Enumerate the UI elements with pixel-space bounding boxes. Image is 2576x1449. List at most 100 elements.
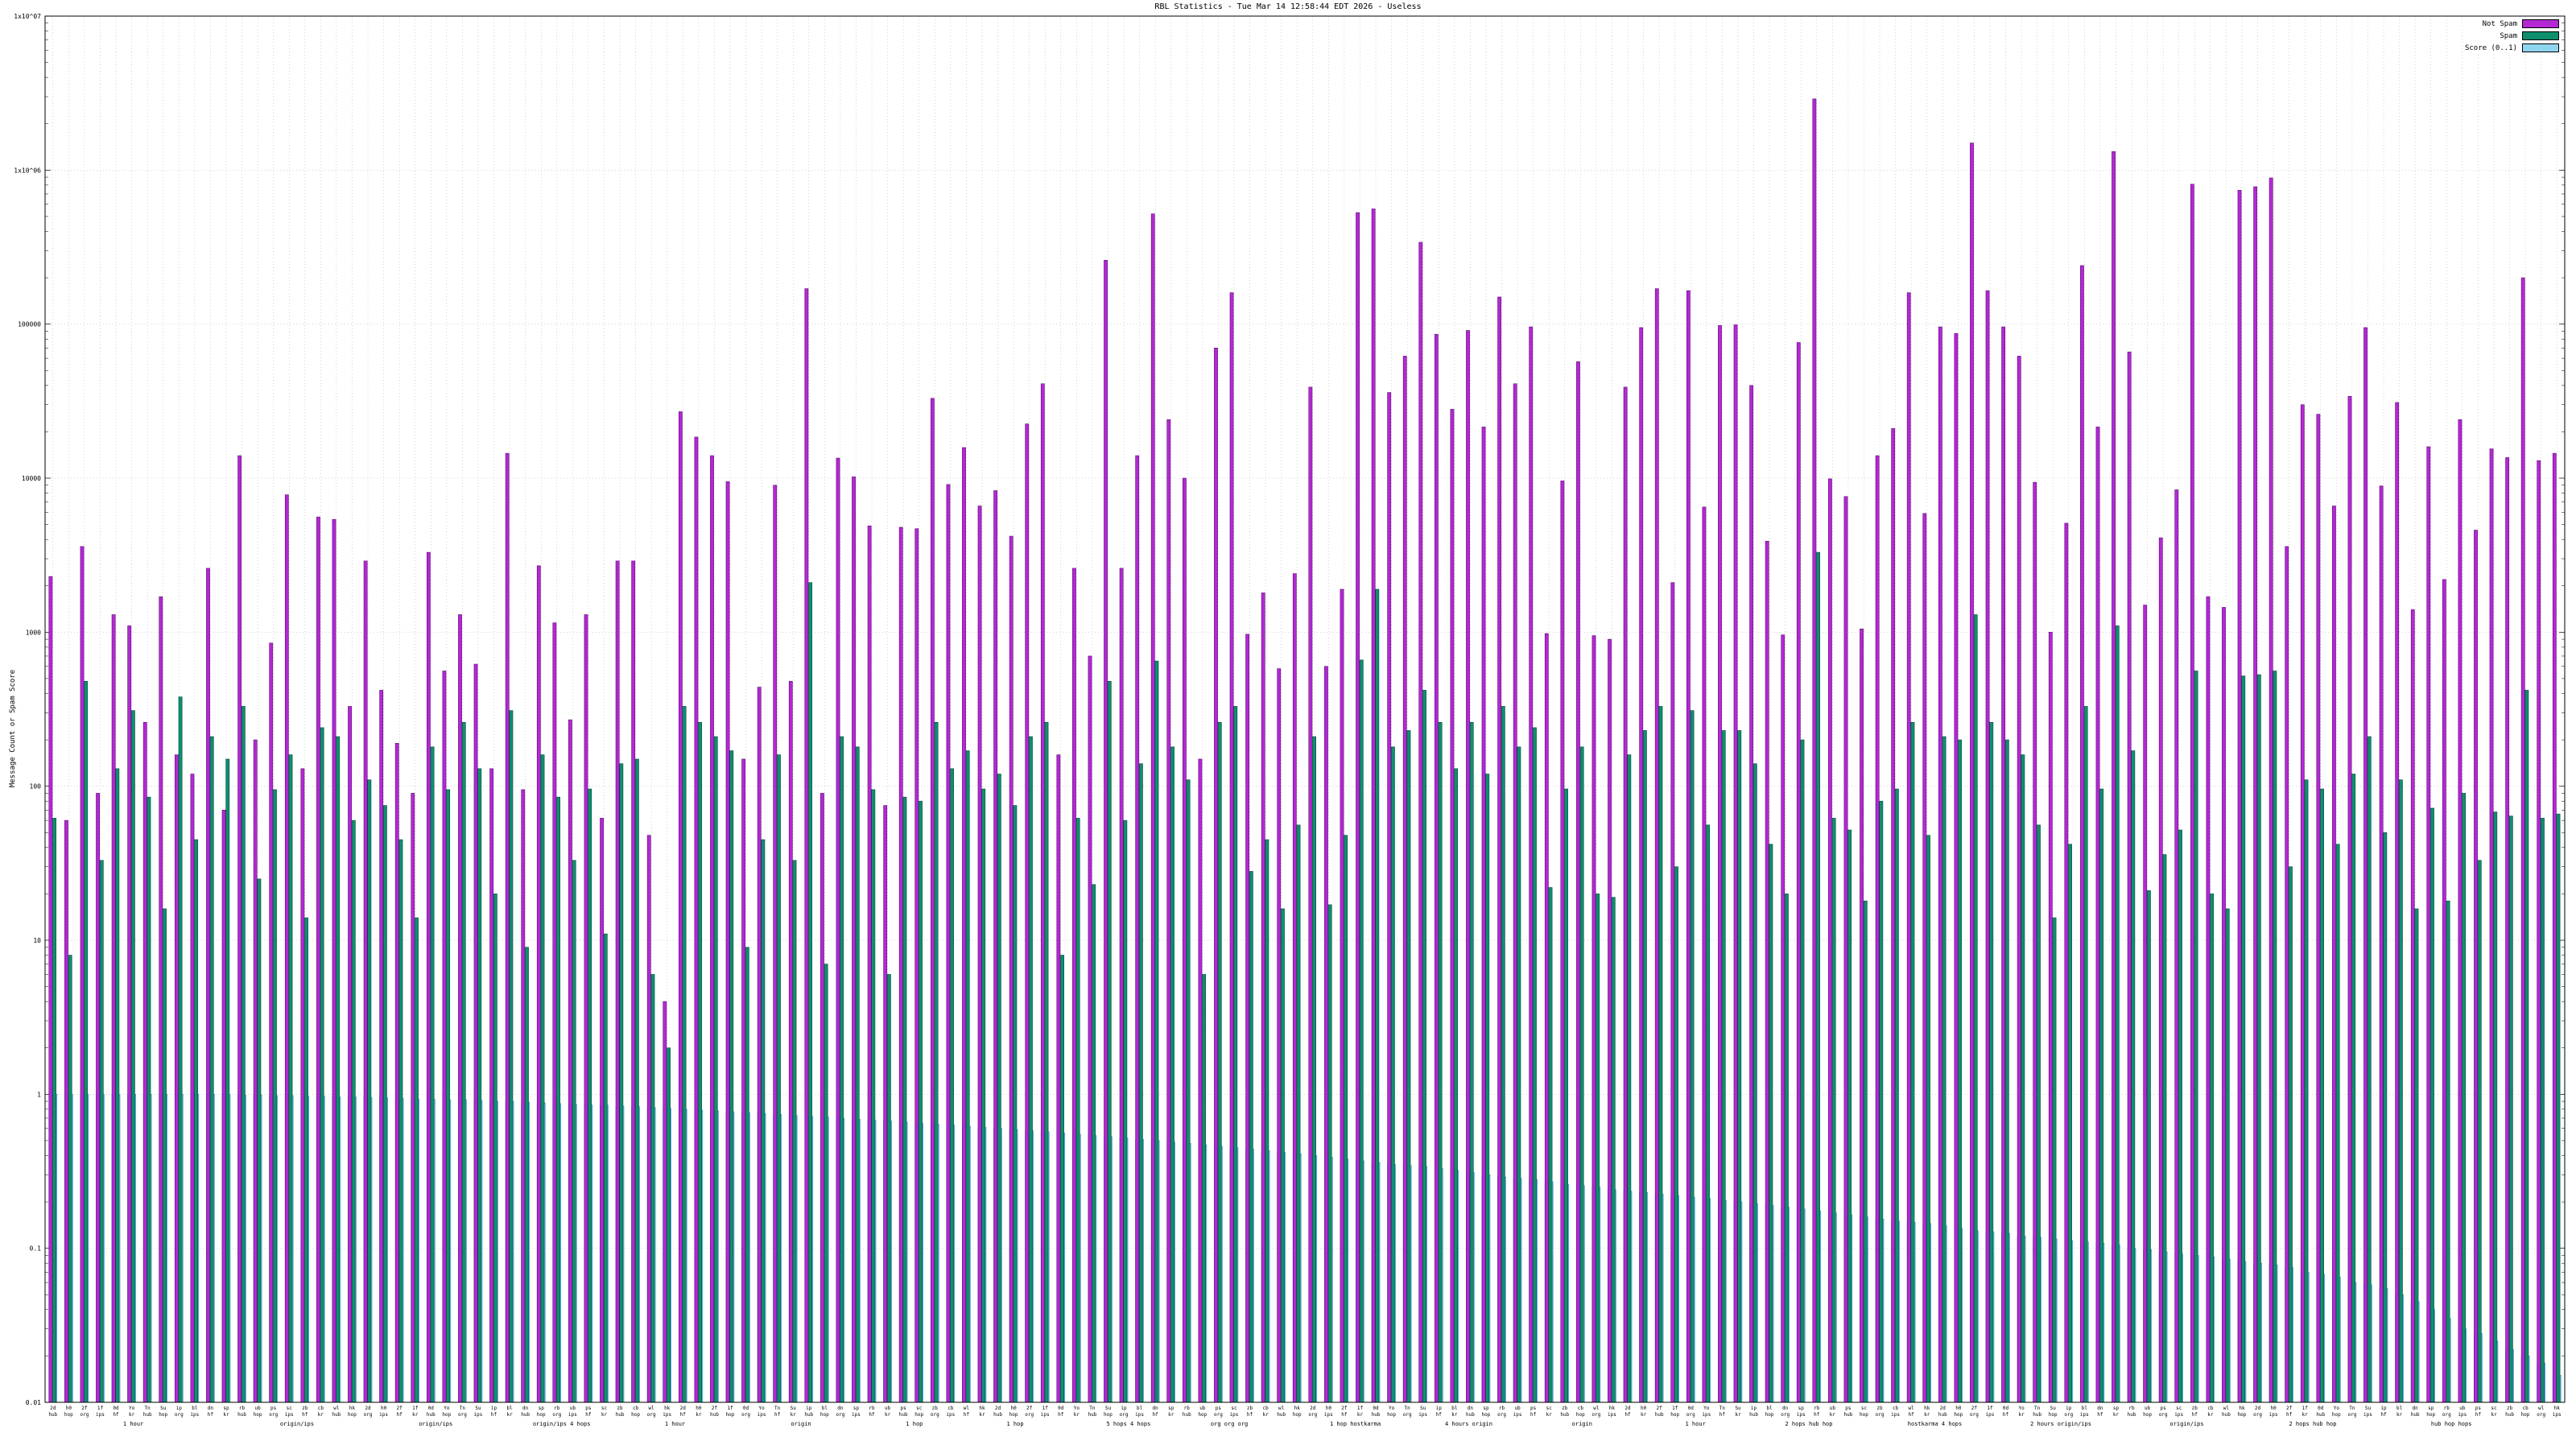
bar-spam [2004, 739, 2009, 1403]
bar-spam [1217, 721, 1222, 1403]
bar-spam [1327, 904, 1332, 1403]
x-tick-label: rb [869, 1406, 875, 1411]
bar-not-spam [1843, 496, 1848, 1403]
x-tick-label2: hop [2238, 1412, 2247, 1418]
x-tick-label2: ips [1135, 1412, 1144, 1418]
bar-not-spam [1387, 392, 1392, 1403]
x-tick-label: ip [1751, 1406, 1757, 1411]
bar-not-spam [1828, 478, 1832, 1403]
x-tick-label2: hf [302, 1412, 308, 1418]
x-tick-label: sc [601, 1406, 608, 1411]
bar-not-spam [1670, 582, 1675, 1403]
x-tick-label: sp [2113, 1406, 2120, 1411]
x-tick-label2: hop [1860, 1412, 1868, 1418]
x-tick-label2: hub [616, 1412, 625, 1418]
x-tick-label: bl [2396, 1406, 2403, 1411]
x-tick-label: h0 [696, 1406, 702, 1411]
x-tick-label: Tn [1089, 1406, 1096, 1411]
bar-spam [367, 779, 372, 1403]
x-tick-label: ub [254, 1406, 261, 1411]
bar-spam [2131, 750, 2136, 1403]
x-tick-label: 1f [97, 1406, 104, 1411]
x-tick-label: Su [160, 1406, 167, 1411]
bar-not-spam [2206, 596, 2211, 1403]
y-tick-label: 1 [37, 1091, 41, 1098]
x-tick-label2: hop [537, 1412, 546, 1418]
bar-spam [540, 754, 545, 1403]
x-tick-label2: org [1308, 1412, 1317, 1418]
bar-not-spam [1340, 588, 1344, 1403]
x-tick-label2: org [80, 1412, 89, 1418]
bar-not-spam [316, 516, 320, 1403]
bar-not-spam [284, 494, 289, 1403]
x-tick-label: Yo [2018, 1406, 2025, 1411]
x-tick-label2: ips [1418, 1412, 1427, 1418]
bar-not-spam [1292, 573, 1297, 1403]
bar-not-spam [2458, 419, 2462, 1403]
x-tick-label: bl [2082, 1406, 2088, 1411]
bar-not-spam [993, 490, 998, 1403]
x-tick-label2: org [1120, 1412, 1129, 1418]
x-tick-label2: org [1591, 1412, 1600, 1418]
x-tick-label: bl [822, 1406, 828, 1411]
x-tick-label: h0 [1955, 1406, 1962, 1411]
bar-not-spam [1922, 513, 1927, 1403]
x-tick-label2: org [1025, 1412, 1034, 1418]
bar-not-spam [1135, 455, 1140, 1403]
bar-not-spam [1119, 568, 1124, 1403]
bar-spam [351, 819, 356, 1403]
x-tick-label2: ips [1891, 1412, 1900, 1418]
x-tick-label: dn [837, 1406, 844, 1411]
x-tick-label2: hop [631, 1412, 640, 1418]
y-tick-label: 100000 [18, 321, 41, 328]
x-tick-label2: ips [852, 1412, 861, 1418]
x-tick-label2: hub [2316, 1412, 2325, 1418]
bar-spam [68, 955, 72, 1403]
bar-not-spam [300, 768, 305, 1403]
legend: Not Spam Spam Score (0..1) [2462, 18, 2562, 54]
x-tick-label: Tn [1405, 1406, 1411, 1411]
x-tick-label: zb [2507, 1406, 2513, 1411]
bar-not-spam [458, 614, 462, 1403]
bar-spam [163, 908, 167, 1403]
bar-spam [2021, 754, 2025, 1403]
bar-not-spam [174, 754, 179, 1403]
x-tick-label: sp [539, 1406, 545, 1411]
chart-title: RBL Statistics - Tue Mar 14 12:58:44 EDT… [1154, 2, 1422, 11]
x-tick-label2: kr [1262, 1412, 1269, 1418]
bar-spam [320, 727, 324, 1403]
x-tick-label2: hop [348, 1412, 357, 1418]
x-tick-label2: hf [680, 1412, 687, 1418]
x-tick-label2: kr [1641, 1412, 1647, 1418]
x-tick-label: wl [2538, 1406, 2545, 1411]
bar-spam [415, 917, 419, 1403]
bar-spam [1658, 706, 1663, 1403]
x-tick-label2: hop [726, 1412, 735, 1418]
x-tick-label: zb [1562, 1406, 1568, 1411]
x-tick-label2: hf [1624, 1412, 1631, 1418]
x-tick-label: zb [1247, 1406, 1253, 1411]
bar-not-spam [2363, 327, 2368, 1403]
bar-not-spam [1481, 427, 1486, 1403]
x-tick-label2: hub [899, 1412, 908, 1418]
bar-not-spam [2127, 351, 2132, 1403]
bar-spam [2367, 736, 2372, 1403]
bar-spam [525, 947, 529, 1403]
x-tick-label: Yo [1389, 1406, 1395, 1411]
x-tick-label: Su [475, 1406, 481, 1411]
x-tick-label2: kr [1451, 1412, 1458, 1418]
bar-not-spam [725, 481, 730, 1403]
x-tick-label2: hub [1183, 1412, 1191, 1418]
bar-not-spam [426, 551, 431, 1403]
x-tick-label: zb [932, 1406, 939, 1411]
x-tick-label: h0 [1326, 1406, 1332, 1411]
legend-item-not-spam: Not Spam [2483, 19, 2559, 28]
bar-not-spam [64, 819, 68, 1403]
bar-spam [2446, 900, 2450, 1403]
bar-not-spam [836, 457, 840, 1403]
x-section-label: origin/ips 4 hops [533, 1421, 591, 1427]
x-tick-label: ip [806, 1406, 812, 1411]
bar-not-spam [2552, 452, 2557, 1403]
bar-not-spam [2426, 446, 2431, 1403]
bar-spam [1344, 835, 1348, 1403]
